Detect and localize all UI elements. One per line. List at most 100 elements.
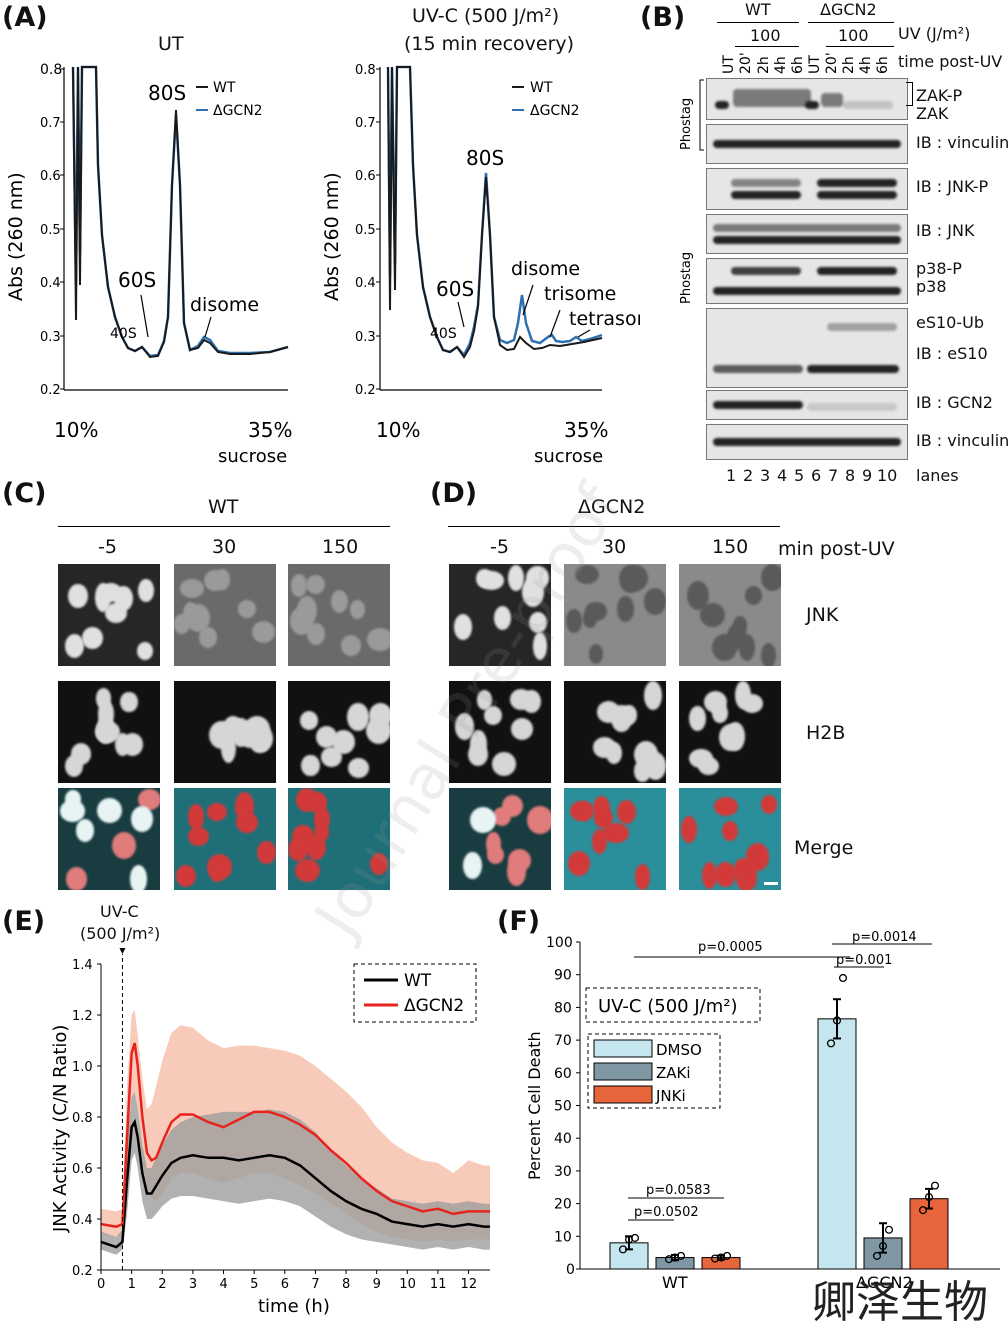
- cell-nucleus: [220, 733, 236, 763]
- cell-nucleus: [299, 711, 319, 731]
- ytick: 0.5: [355, 223, 376, 238]
- cell-nucleus: [591, 828, 607, 854]
- cell-nucleus: [252, 621, 275, 644]
- micro-image: [679, 788, 781, 890]
- e-ytick-label: 0.8: [72, 1111, 93, 1126]
- micro-c-time-3: 150: [322, 536, 359, 558]
- cell-nucleus: [761, 564, 781, 591]
- e-ytick-label: 0.4: [72, 1213, 93, 1228]
- blot-time-label: time post-UV: [898, 52, 1003, 71]
- lane-top: UT: [807, 55, 823, 74]
- e-line-wt: [100, 1118, 490, 1249]
- cell-nucleus: [511, 718, 534, 741]
- cell-nucleus: [469, 807, 496, 833]
- f-datapoint: [872, 1251, 882, 1260]
- f-datapoint: [878, 1242, 888, 1251]
- blot-label-es10: IB : eS10: [916, 344, 988, 363]
- cell-nucleus: [209, 859, 226, 882]
- ytick: 0.2: [40, 383, 61, 398]
- cell-nucleus: [454, 614, 472, 640]
- cell-nucleus: [643, 588, 666, 615]
- profile-right-axes: 0.8 0.7 0.6 0.5 0.4 0.3 0.2 Abs (260 nm): [321, 63, 602, 398]
- micro-d-time-3: 150: [712, 536, 749, 558]
- cell-nucleus: [301, 754, 320, 777]
- f-datapoint: [838, 973, 848, 983]
- blot-label-jnk-p: IB : JNK-P: [916, 177, 989, 196]
- e-xtick-label: 9: [373, 1277, 381, 1292]
- cell-nucleus: [313, 822, 329, 842]
- f-ytick-label: 100: [546, 935, 573, 951]
- blot-label-zak-p: ZAK-P: [916, 86, 963, 105]
- blot-label-p38-p: p38-P: [916, 259, 962, 278]
- cell-nucleus: [634, 864, 650, 890]
- f-ytick-label: 90: [554, 968, 572, 984]
- peak-tetrasome-right: tetrasome: [569, 308, 640, 330]
- cell-nucleus: [566, 609, 582, 634]
- cell-nucleus: [175, 864, 197, 887]
- xlabel-left-10: 10%: [54, 418, 98, 442]
- blot-dose-gcn2-line: [826, 46, 894, 47]
- cell-nucleus: [687, 580, 710, 610]
- ytick: 0.8: [40, 62, 62, 78]
- peak-60s-left: 60S: [118, 268, 156, 292]
- blot-jnk: [706, 214, 908, 254]
- cell-nucleus: [295, 859, 320, 883]
- micro-image: [564, 564, 666, 666]
- profile-left-axes: 0.8 0.7 0.6 0.5 0.4 0.3 0.2 Abs (260 nm): [5, 62, 288, 398]
- micro-image: [288, 681, 390, 783]
- micro-c-title: WT: [208, 496, 239, 518]
- e-xtick-label: 7: [311, 1277, 319, 1292]
- e-xlabel: time (h): [258, 1296, 330, 1317]
- f-legend-dmso: DMSO: [656, 1041, 702, 1059]
- f-bar-jnki: [909, 1198, 949, 1270]
- uv-label-1: UV-C: [100, 902, 139, 921]
- ytick: 0.6: [40, 169, 61, 184]
- f-datapoint: [722, 1251, 732, 1260]
- e-xtick-label: 4: [220, 1277, 228, 1292]
- micro-image: [174, 788, 276, 890]
- sucrose-gradient-profiles: 0.8 0.7 0.6 0.5 0.4 0.3 0.2 Abs (260 nm)…: [5, 62, 640, 467]
- blot-label-es10-ub: eS10-Ub: [916, 313, 984, 332]
- cell-nucleus: [760, 794, 778, 815]
- cell-nucleus: [528, 611, 548, 634]
- cell-nucleus: [367, 628, 390, 651]
- lane-top: UT: [721, 55, 737, 74]
- cell-nucleus: [330, 590, 348, 614]
- e-legend-box: [353, 963, 477, 1023]
- cell-nucleus: [492, 752, 517, 776]
- micro-image: [449, 788, 551, 890]
- ytick: 0.2: [355, 383, 376, 398]
- ytick: 0.8: [355, 63, 376, 78]
- xlabel-right-35: 35%: [564, 418, 608, 442]
- micro-image: [288, 564, 390, 666]
- cell-nucleus: [114, 586, 134, 612]
- cell-nucleus: [478, 570, 504, 590]
- micro-c-time-1: -5: [98, 536, 117, 558]
- ytick: 0.4: [355, 276, 376, 291]
- micro-row-jnk: JNK: [806, 604, 839, 626]
- peak-40s-right: 40S: [430, 326, 457, 342]
- cell-nucleus: [592, 796, 610, 821]
- cell-nucleus: [67, 583, 88, 609]
- micro-d-time-1: -5: [490, 536, 509, 558]
- cell-nucleus: [138, 579, 154, 603]
- f-cat-gcn2: ΔGCN2: [856, 1273, 913, 1292]
- peak-disome-left: disome: [190, 294, 259, 316]
- blot-zak: [706, 78, 908, 120]
- blot-es10: [706, 308, 908, 388]
- f-ytick-label: 50: [554, 1099, 572, 1115]
- cell-nucleus: [761, 642, 777, 666]
- company-logo: 卿泽生物: [812, 1277, 988, 1328]
- cell-nucleus: [257, 840, 276, 865]
- f-datapoint: [884, 1225, 894, 1234]
- micro-image: [679, 564, 781, 666]
- cell-nucleus: [643, 681, 662, 711]
- f-datapoint: [832, 1016, 842, 1025]
- micro-image: [174, 564, 276, 666]
- cell-nucleus: [120, 691, 138, 713]
- panel-label-b: (B): [640, 2, 686, 33]
- blot-group-gcn2: ΔGCN2: [820, 0, 877, 19]
- f-datapoint: [618, 1245, 628, 1254]
- cell-nucleus: [332, 729, 356, 755]
- e-ytick-label: 1.2: [72, 1009, 93, 1024]
